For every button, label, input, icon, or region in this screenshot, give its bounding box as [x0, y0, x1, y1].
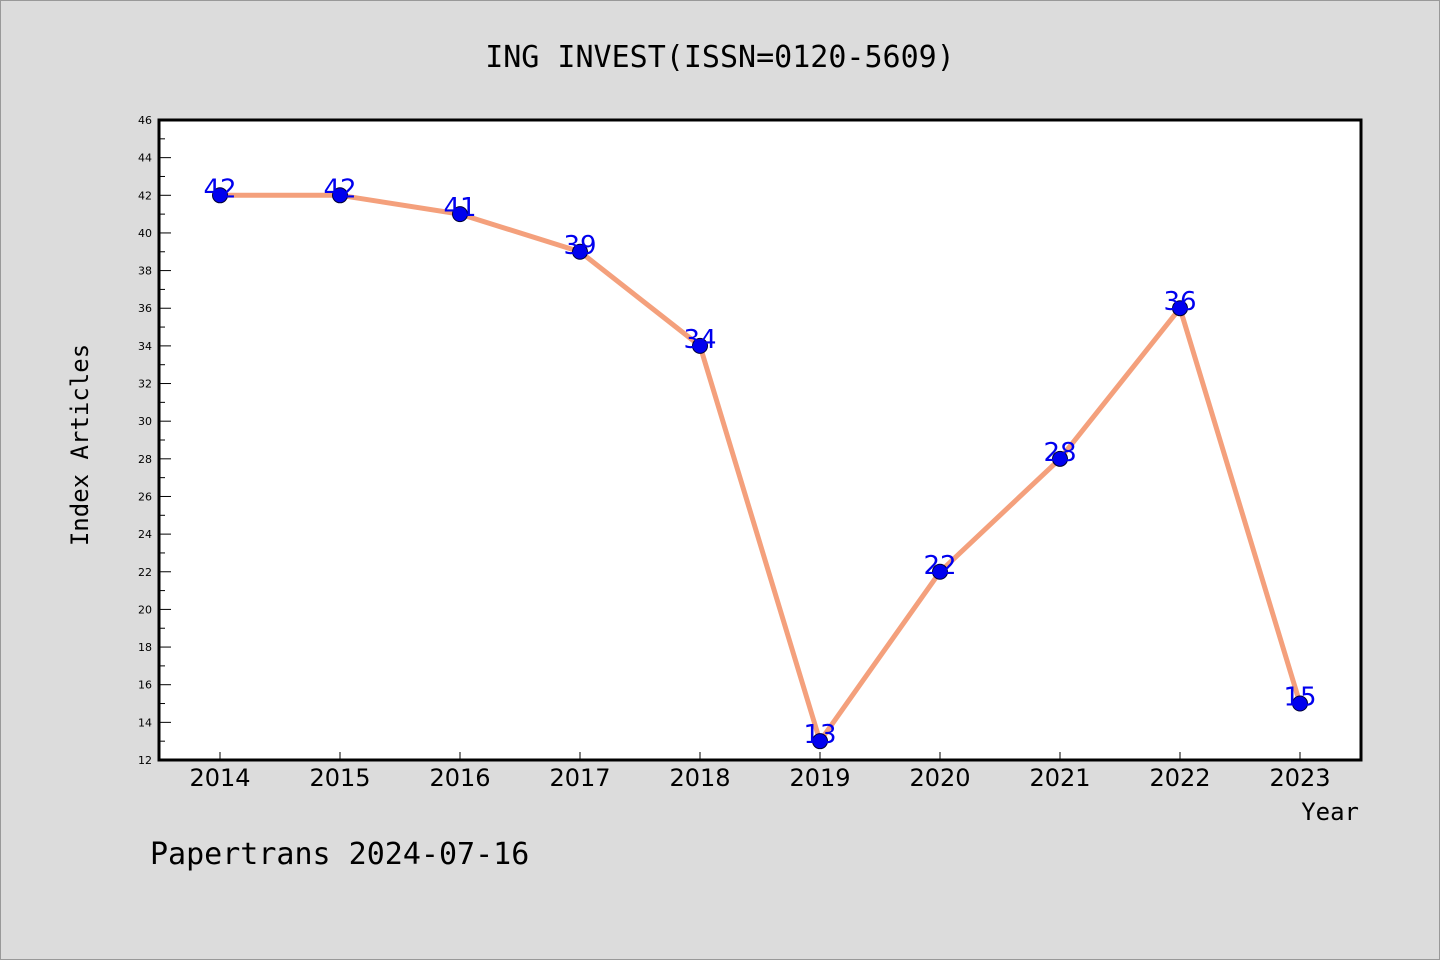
x-axis-title: Year — [1301, 798, 1359, 826]
x-tick-label: 2017 — [549, 764, 610, 792]
data-point — [1292, 695, 1308, 712]
data-point — [812, 733, 828, 750]
data-label: 13 — [803, 720, 836, 750]
data-label: 22 — [923, 551, 956, 581]
y-tick-label: 22 — [138, 566, 152, 579]
footer-text: Papertrans 2024-07-16 — [150, 837, 529, 872]
y-tick-label: 30 — [138, 415, 152, 428]
series-line — [220, 192, 1303, 744]
y-tick-label: 46 — [138, 114, 152, 127]
plot-area — [157, 118, 1363, 762]
y-tick-label: 26 — [138, 490, 152, 503]
x-tick-label: 2022 — [1149, 764, 1210, 792]
y-tick-label: 18 — [138, 641, 152, 654]
data-markers — [212, 187, 1308, 750]
x-axis: 2014 2015 2016 2017 2018 2019 2020 2021 2022 2023 — [189, 752, 1331, 792]
x-tick-label: 2015 — [309, 764, 370, 792]
y-axis: 12 14 16 18 20 22 24 26 28 30 32 34 36 38 40 42 44 46 — [138, 114, 171, 767]
y-tick-label: 44 — [138, 152, 152, 165]
data-label: 39 — [563, 231, 596, 261]
x-tick-label: 2021 — [1029, 764, 1090, 792]
y-tick-label: 28 — [138, 453, 152, 466]
data-point — [932, 563, 948, 580]
data-label: 41 — [443, 193, 476, 223]
x-tick-label: 2023 — [1269, 764, 1330, 792]
y-tick-label: 34 — [138, 340, 152, 353]
data-label: 36 — [1163, 287, 1196, 317]
data-point — [452, 206, 468, 223]
x-tick-label: 2016 — [429, 764, 490, 792]
y-tick-label: 32 — [138, 378, 152, 391]
y-tick-label: 12 — [138, 754, 152, 767]
y-tick-label: 38 — [138, 265, 152, 278]
data-label: 15 — [1283, 683, 1316, 713]
x-tick-label: 2018 — [669, 764, 730, 792]
data-point — [212, 187, 228, 204]
x-tick-label: 2014 — [189, 764, 250, 792]
x-tick-label: 2019 — [789, 764, 850, 792]
x-tick-label: 2020 — [909, 764, 970, 792]
data-label: 42 — [323, 174, 356, 204]
data-point — [692, 337, 708, 354]
y-tick-label: 40 — [138, 227, 152, 240]
y-tick-label: 14 — [138, 716, 152, 729]
data-point — [332, 187, 348, 204]
y-tick-label: 36 — [138, 302, 152, 315]
chart-title: ING INVEST(ISSN=0120-5609) — [485, 40, 955, 75]
y-tick-label: 42 — [138, 189, 152, 202]
data-point — [1172, 300, 1188, 317]
y-axis-title: Index Articles — [66, 344, 94, 546]
data-label: 34 — [683, 325, 716, 355]
y-tick-label: 20 — [138, 603, 152, 616]
data-point — [1052, 450, 1068, 467]
data-label: 28 — [1043, 438, 1076, 468]
y-tick-label: 24 — [138, 528, 152, 541]
data-label: 42 — [203, 174, 236, 204]
y-tick-label: 16 — [138, 679, 152, 692]
data-labels: 42 42 41 39 34 13 22 28 36 15 — [203, 174, 1316, 750]
data-point — [572, 243, 588, 260]
